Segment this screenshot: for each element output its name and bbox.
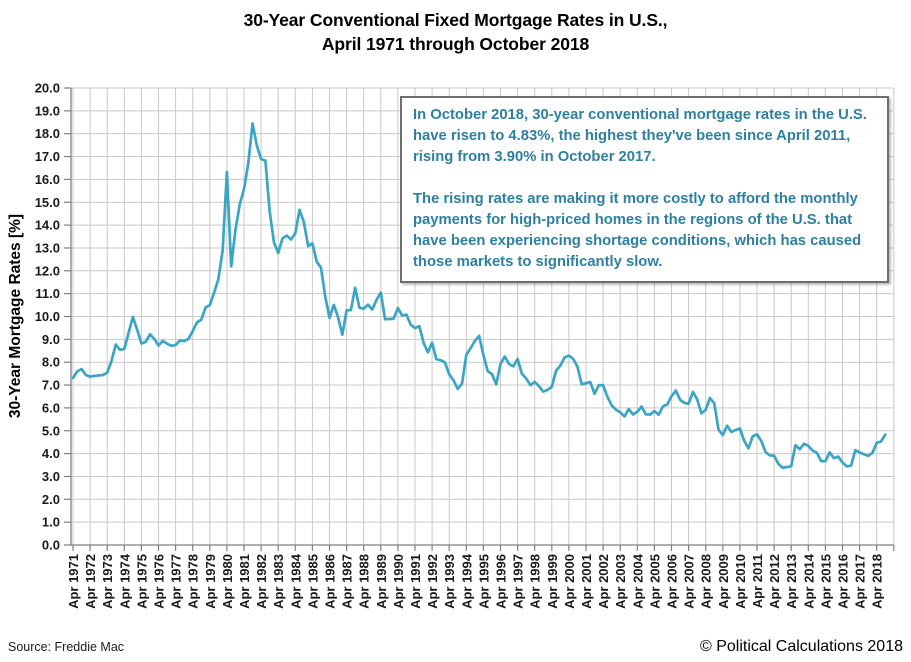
chart-title-line1: 30-Year Conventional Fixed Mortgage Rate… [243, 10, 668, 30]
x-tick-label: Apr 2010 [733, 554, 748, 609]
x-tick-label: Apr 1986 [323, 554, 338, 609]
y-tick-label: 15.0 [35, 195, 60, 210]
x-tick-label: Apr 2007 [682, 554, 697, 609]
x-tick-label: Apr 1991 [408, 554, 423, 609]
x-tick-label: Apr 2012 [767, 554, 782, 609]
x-tick-label: Apr 1993 [442, 554, 457, 609]
x-tick-label: Apr 2015 [818, 554, 833, 609]
y-tick-label: 0.0 [42, 538, 60, 553]
annotation-paragraph-1: In October 2018, 30-year conventional mo… [413, 107, 867, 165]
y-tick-label: 19.0 [35, 103, 60, 118]
x-tick-label: Apr 1994 [459, 553, 474, 609]
x-tick-label: Apr 1997 [511, 554, 526, 609]
x-tick-label: Apr 1979 [203, 554, 218, 609]
x-tick-label: Apr 2014 [801, 553, 816, 609]
x-tick-label: Apr 1996 [494, 554, 509, 609]
x-tick-label: Apr 1972 [83, 554, 98, 609]
mortgage-rate-line [71, 122, 887, 470]
y-axis-title: 30-Year Mortgage Rates [%] [7, 214, 24, 418]
x-tick-label: Apr 2009 [716, 554, 731, 609]
y-tick-label: 14.0 [35, 218, 60, 233]
x-tick-label: Apr 1971 [66, 554, 81, 609]
x-tick-label: Apr 2006 [665, 554, 680, 609]
x-tick-label: Apr 1983 [271, 554, 286, 609]
x-tick-label: Apr 1998 [528, 554, 543, 609]
x-tick-label: Apr 2013 [784, 554, 799, 609]
y-tick-label: 16.0 [35, 172, 60, 187]
rate-series-line [71, 122, 887, 470]
x-tick-label: Apr 2000 [562, 554, 577, 609]
axes [64, 87, 895, 551]
y-tick-label: 13.0 [35, 240, 60, 255]
y-tick-label: 3.0 [42, 469, 60, 484]
y-tick-label: 20.0 [35, 81, 60, 96]
x-tick-label: Apr 2017 [853, 554, 868, 609]
x-tick-label: Apr 1974 [117, 553, 132, 609]
chart-title-line2: April 1971 through October 2018 [321, 34, 590, 54]
x-tick-label: Apr 1999 [545, 554, 560, 609]
x-tick-label: Apr 2004 [630, 553, 645, 609]
x-tick-label: Apr 1985 [305, 554, 320, 609]
x-tick-label: Apr 1973 [100, 554, 115, 609]
x-axis-tick-labels: Apr 1971 Apr 1972 Apr 1973 Apr 1974 Apr 1975… [66, 553, 885, 609]
annotation-box: In October 2018, 30-year conventional mo… [400, 96, 889, 283]
y-tick-label: 9.0 [42, 332, 60, 347]
y-tick-label: 4.0 [42, 446, 60, 461]
x-tick-label: Apr 1988 [357, 554, 372, 609]
x-tick-label: Apr 1995 [476, 554, 491, 609]
x-tick-label: Apr 1989 [374, 554, 389, 609]
x-tick-label: Apr 1976 [152, 554, 167, 609]
x-tick-label: Apr 1975 [134, 554, 149, 609]
x-tick-label: Apr 2001 [579, 554, 594, 609]
x-tick-label: Apr 2003 [613, 554, 628, 609]
x-tick-label: Apr 1981 [237, 554, 252, 609]
y-tick-label: 5.0 [42, 423, 60, 438]
y-tick-label: 10.0 [35, 309, 60, 324]
x-tick-label: Apr 1987 [340, 554, 355, 609]
source-credit: Source: Freddie Mac [8, 640, 125, 654]
y-tick-label: 11.0 [35, 286, 60, 301]
y-tick-label: 17.0 [35, 149, 60, 164]
y-tick-label: 18.0 [35, 126, 60, 141]
y-tick-label: 8.0 [42, 355, 60, 370]
x-tick-label: Apr 1980 [220, 554, 235, 609]
chart-title: 30-Year Conventional Fixed Mortgage Rate… [0, 8, 911, 56]
x-tick-label: Apr 1990 [391, 554, 406, 609]
x-tick-label: Apr 2002 [596, 554, 611, 609]
x-tick-label: Apr 1982 [254, 554, 269, 609]
x-tick-label: Apr 2005 [647, 554, 662, 609]
y-axis-tick-labels: 20.0 19.0 18.0 17.0 16.0 15.0 14.0 13.0 12.0 11.0… [35, 81, 60, 553]
y-tick-label: 12.0 [35, 263, 60, 278]
y-tick-label: 2.0 [42, 492, 60, 507]
y-tick-label: 1.0 [42, 515, 60, 530]
copyright-notice: © Political Calculations 2018 [699, 638, 903, 655]
x-tick-label: Apr 2008 [699, 554, 714, 609]
x-tick-label: Apr 1978 [186, 554, 201, 609]
x-tick-label: Apr 2011 [750, 554, 765, 608]
y-tick-label: 7.0 [42, 378, 60, 393]
x-tick-label: Apr 1977 [169, 554, 184, 609]
x-tick-label: Apr 1992 [425, 554, 440, 609]
x-tick-label: Apr 2016 [836, 554, 851, 609]
x-tick-label: Apr 1984 [288, 553, 303, 609]
y-tick-label: 6.0 [42, 400, 60, 415]
annotation-paragraph-2: The rising rates are making it more cost… [413, 191, 862, 270]
x-tick-label: Apr 2018 [870, 554, 885, 609]
